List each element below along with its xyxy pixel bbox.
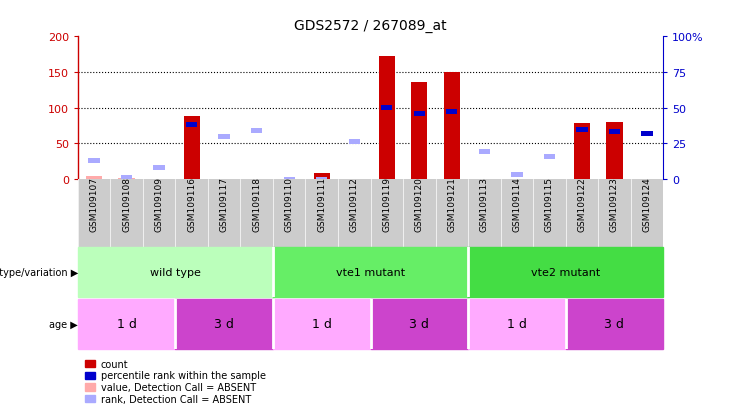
Text: 3 d: 3 d bbox=[409, 318, 429, 331]
Bar bbox=[511, 173, 522, 178]
Bar bbox=[576, 127, 588, 132]
Bar bbox=[574, 124, 590, 180]
Text: genotype/variation ▶: genotype/variation ▶ bbox=[0, 268, 78, 278]
Bar bbox=[88, 159, 100, 164]
Bar bbox=[153, 166, 165, 171]
Text: 3 d: 3 d bbox=[214, 318, 234, 331]
Bar bbox=[413, 112, 425, 116]
Text: age ▶: age ▶ bbox=[49, 319, 78, 329]
Bar bbox=[251, 129, 262, 134]
Bar bbox=[313, 174, 330, 180]
Bar bbox=[606, 123, 622, 180]
Bar bbox=[468, 248, 663, 297]
Bar bbox=[176, 299, 273, 349]
Bar bbox=[446, 110, 457, 115]
Bar bbox=[641, 132, 653, 137]
Bar bbox=[284, 177, 295, 182]
Text: value, Detection Call = ABSENT: value, Detection Call = ABSENT bbox=[101, 382, 256, 392]
Text: count: count bbox=[101, 359, 128, 369]
Text: wild type: wild type bbox=[150, 268, 201, 278]
Bar bbox=[273, 248, 468, 297]
Bar bbox=[184, 117, 200, 180]
Title: GDS2572 / 267089_at: GDS2572 / 267089_at bbox=[294, 19, 447, 33]
Text: 1 d: 1 d bbox=[312, 318, 332, 331]
Bar bbox=[608, 130, 620, 135]
Text: vte1 mutant: vte1 mutant bbox=[336, 268, 405, 278]
Text: rank, Detection Call = ABSENT: rank, Detection Call = ABSENT bbox=[101, 394, 251, 404]
Text: percentile rank within the sample: percentile rank within the sample bbox=[101, 370, 266, 380]
Bar bbox=[273, 299, 370, 349]
Text: 1 d: 1 d bbox=[507, 318, 527, 331]
Text: 1 d: 1 d bbox=[116, 318, 136, 331]
Bar bbox=[78, 299, 176, 349]
Bar bbox=[186, 123, 197, 128]
Bar bbox=[316, 177, 328, 182]
Bar bbox=[121, 176, 133, 181]
Bar bbox=[86, 176, 102, 180]
Bar bbox=[348, 140, 360, 145]
Bar bbox=[78, 248, 273, 297]
Bar bbox=[219, 134, 230, 140]
Bar bbox=[565, 299, 663, 349]
Bar bbox=[379, 57, 395, 180]
Bar bbox=[444, 73, 460, 180]
Bar bbox=[411, 83, 428, 180]
Bar bbox=[370, 299, 468, 349]
Bar bbox=[119, 178, 135, 180]
Bar bbox=[381, 106, 393, 111]
Bar bbox=[468, 299, 565, 349]
Bar bbox=[479, 150, 490, 155]
Text: vte2 mutant: vte2 mutant bbox=[531, 268, 600, 278]
Text: 3 d: 3 d bbox=[605, 318, 625, 331]
Bar bbox=[544, 154, 555, 159]
